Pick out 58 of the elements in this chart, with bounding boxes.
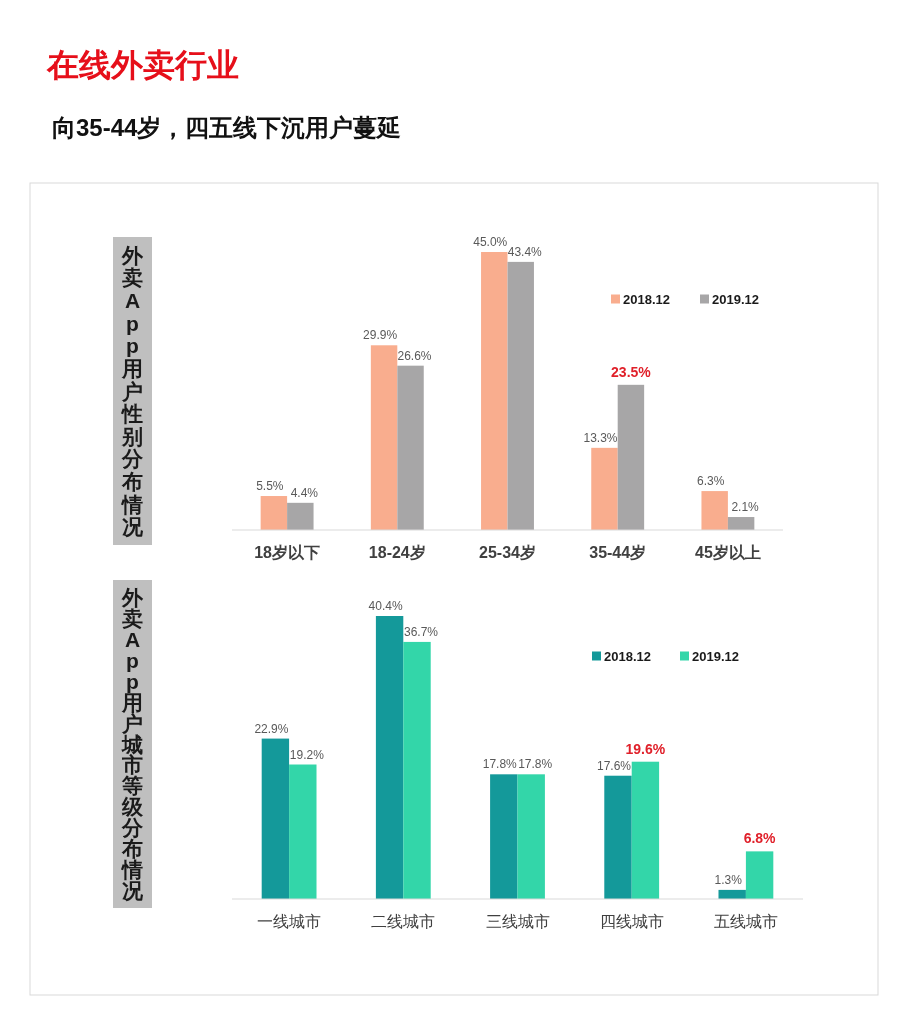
bar [397, 365, 424, 530]
data-label: 1.3% [714, 872, 743, 887]
x-tick-label: 一线城市 [257, 913, 322, 930]
text: 外卖App用户城市等级分布情况 [122, 585, 143, 903]
text: 外卖App用户性别分布情况 [122, 243, 143, 539]
bar [745, 851, 774, 899]
x-tick-label: 18岁以下 [254, 544, 320, 561]
x-tick-label: 四线城市 [599, 913, 664, 930]
bar [261, 738, 290, 899]
bar [370, 345, 398, 530]
x-tick-label: 18-24岁 [368, 544, 426, 561]
x-tick-label: 45岁以上 [695, 544, 761, 561]
bar [490, 774, 518, 899]
data-label: 36.7% [403, 624, 439, 639]
bar [375, 616, 404, 899]
legend-label: 2018.12 [604, 648, 651, 664]
data-label: 17.8% [482, 757, 518, 772]
annotation: 19.6% [625, 740, 666, 757]
data-label: 29.9% [363, 328, 398, 343]
data-label: 43.4% [507, 244, 543, 259]
bar [727, 517, 755, 530]
annotation: 23.5% [611, 363, 652, 380]
bar [591, 447, 618, 530]
data-label: 45.0% [473, 235, 508, 249]
x-tick-label: 五线城市 [713, 913, 778, 930]
bar [517, 774, 545, 899]
legend-label: 2018.12 [623, 291, 670, 307]
x-tick-label: 25-34岁 [479, 544, 536, 561]
bar [289, 764, 317, 899]
data-label: 40.4% [368, 599, 403, 613]
legend-label: 2019.12 [712, 291, 759, 307]
annotation: 6.8% [743, 830, 777, 847]
bar [481, 252, 508, 530]
bar [631, 761, 660, 899]
chart-subtitle: 向35-44岁，四五线下沉用户蔓延 [52, 114, 402, 141]
bar [617, 384, 645, 530]
data-label: 26.6% [397, 348, 432, 363]
data-label: 2.1% [731, 500, 760, 515]
data-label: 13.3% [583, 430, 618, 445]
legend-label: 2019.12 [692, 648, 739, 664]
chart-title: 在线外卖行业 [46, 47, 239, 83]
data-label: 6.3% [697, 474, 725, 489]
bar [718, 889, 746, 899]
x-tick-label: 二线城市 [371, 913, 436, 930]
data-label: 17.6% [596, 758, 632, 773]
bar [287, 502, 314, 530]
data-label: 4.4% [290, 485, 319, 500]
bar [701, 491, 728, 530]
bar [260, 496, 288, 530]
bar [604, 775, 632, 899]
data-label: 17.8% [518, 757, 553, 772]
data-label: 5.5% [256, 479, 284, 494]
x-tick-label: 35-44岁 [589, 544, 647, 561]
bar [507, 261, 534, 530]
x-tick-label: 三线城市 [485, 913, 550, 930]
data-label: 22.9% [254, 721, 289, 736]
data-label: 19.2% [289, 747, 325, 762]
bar [403, 641, 431, 899]
